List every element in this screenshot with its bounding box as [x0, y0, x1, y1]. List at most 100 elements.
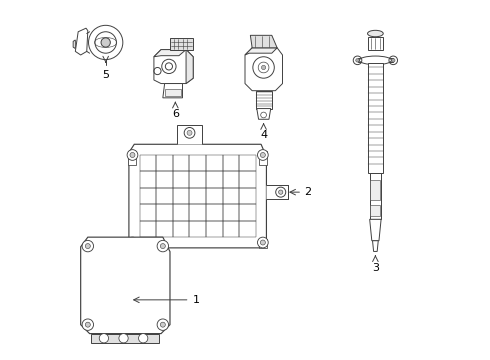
Circle shape — [279, 190, 283, 194]
Circle shape — [160, 244, 165, 249]
Bar — [206, 188, 222, 204]
Polygon shape — [92, 334, 159, 342]
Polygon shape — [170, 38, 193, 50]
Polygon shape — [245, 48, 283, 91]
Polygon shape — [186, 50, 193, 84]
Bar — [370, 180, 380, 200]
Bar — [140, 155, 156, 171]
Bar — [189, 204, 206, 221]
Bar — [140, 171, 156, 188]
Circle shape — [101, 38, 110, 47]
Bar — [165, 89, 181, 96]
Bar — [222, 188, 239, 204]
Circle shape — [99, 334, 109, 343]
Bar — [222, 221, 239, 237]
Circle shape — [157, 240, 169, 252]
Circle shape — [392, 59, 395, 62]
Circle shape — [82, 240, 94, 252]
Ellipse shape — [359, 56, 392, 64]
Bar — [259, 151, 267, 165]
Circle shape — [160, 322, 165, 327]
Bar — [173, 188, 189, 204]
Polygon shape — [163, 84, 182, 98]
Bar — [140, 204, 156, 221]
Circle shape — [139, 334, 148, 343]
Text: 6: 6 — [172, 109, 179, 118]
Bar — [173, 204, 189, 221]
Polygon shape — [369, 173, 381, 219]
Circle shape — [89, 25, 123, 60]
Bar — [222, 171, 239, 188]
Circle shape — [127, 237, 138, 248]
Polygon shape — [368, 37, 383, 50]
Polygon shape — [369, 219, 381, 241]
Text: 3: 3 — [372, 263, 379, 273]
Bar — [222, 155, 239, 171]
Bar — [189, 188, 206, 204]
Polygon shape — [177, 125, 202, 144]
Circle shape — [119, 334, 128, 343]
Circle shape — [157, 319, 169, 330]
Bar — [156, 188, 173, 204]
Bar — [189, 171, 206, 188]
Polygon shape — [256, 91, 272, 109]
Bar — [156, 204, 173, 221]
Bar — [128, 239, 136, 248]
Bar — [156, 171, 173, 188]
Bar — [206, 155, 222, 171]
Circle shape — [85, 244, 90, 249]
Polygon shape — [245, 48, 277, 55]
Bar — [156, 221, 173, 237]
Bar — [239, 155, 256, 171]
Circle shape — [127, 150, 138, 160]
Text: 4: 4 — [260, 130, 267, 140]
Circle shape — [85, 322, 90, 327]
Circle shape — [356, 59, 359, 62]
Bar — [140, 221, 156, 237]
Bar — [239, 171, 256, 188]
Circle shape — [258, 237, 268, 248]
Bar — [206, 221, 222, 237]
Circle shape — [260, 240, 266, 245]
Bar — [173, 221, 189, 237]
Circle shape — [82, 319, 94, 330]
Bar — [370, 205, 380, 216]
Bar — [189, 155, 206, 171]
Circle shape — [260, 153, 266, 157]
Ellipse shape — [368, 30, 383, 37]
Text: 1: 1 — [193, 295, 200, 305]
Bar — [173, 155, 189, 171]
Polygon shape — [154, 50, 193, 84]
Polygon shape — [372, 241, 378, 251]
Polygon shape — [267, 185, 288, 199]
Polygon shape — [73, 40, 75, 49]
Bar — [173, 171, 189, 188]
Bar — [206, 204, 222, 221]
Polygon shape — [257, 109, 270, 119]
Bar — [239, 204, 256, 221]
Bar — [189, 221, 206, 237]
Bar — [206, 171, 222, 188]
Polygon shape — [129, 144, 267, 248]
Bar — [222, 204, 239, 221]
Text: 5: 5 — [102, 70, 109, 80]
Bar — [239, 188, 256, 204]
Bar — [128, 151, 136, 165]
Circle shape — [184, 127, 195, 138]
Bar — [156, 155, 173, 171]
Circle shape — [187, 130, 192, 135]
Bar — [140, 188, 156, 204]
Polygon shape — [154, 50, 186, 57]
Circle shape — [258, 150, 268, 160]
Polygon shape — [250, 35, 277, 48]
Polygon shape — [75, 28, 88, 55]
Circle shape — [262, 65, 266, 69]
Polygon shape — [81, 237, 170, 334]
Circle shape — [253, 57, 274, 78]
Polygon shape — [358, 58, 393, 62]
Text: 2: 2 — [304, 187, 311, 197]
Polygon shape — [368, 63, 383, 173]
Bar — [239, 221, 256, 237]
Bar — [259, 239, 267, 248]
Circle shape — [130, 153, 135, 157]
